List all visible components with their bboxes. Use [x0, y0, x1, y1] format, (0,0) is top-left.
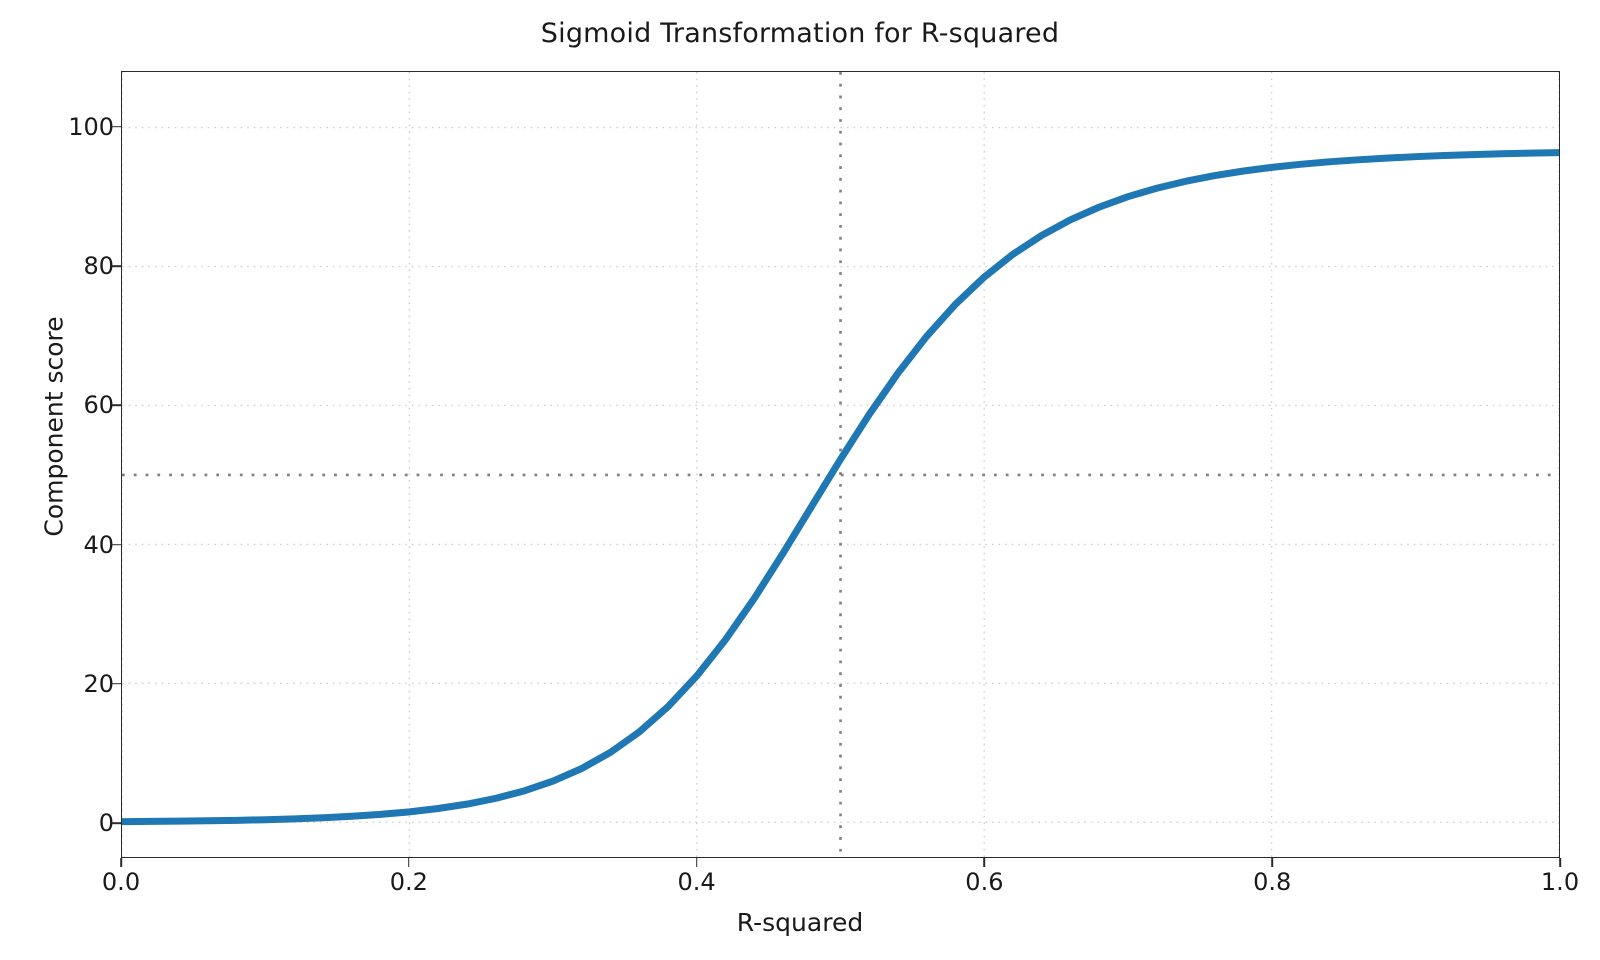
y-tick-label: 0 [98, 809, 114, 838]
y-tick-label: 20 [83, 669, 114, 698]
x-tick-label: 0.2 [389, 868, 428, 896]
x-axis-label: R-squared [736, 908, 864, 937]
x-tick-label: 0.4 [677, 868, 716, 896]
y-tick-label: 80 [83, 252, 114, 280]
plot-area [121, 71, 1560, 858]
y-axis-label: Component score [39, 316, 69, 537]
data-series-layer [122, 153, 1559, 822]
x-tick-mark [1271, 858, 1273, 867]
x-tick-label: 0.0 [101, 868, 141, 896]
x-tick-mark [983, 858, 986, 867]
y-tick-label: 40 [83, 530, 114, 559]
y-tick-mark [112, 404, 121, 407]
x-tick-mark [408, 858, 410, 867]
y-tick-mark [112, 265, 121, 267]
x-tick-mark [695, 858, 698, 867]
y-tick-mark [112, 543, 121, 546]
x-tick-mark [120, 858, 122, 867]
y-tick-mark [112, 822, 121, 824]
x-tick-mark [1559, 858, 1561, 867]
x-tick-label: 0.6 [965, 868, 1004, 896]
y-tick-label: 60 [83, 391, 114, 420]
x-tick-label: 0.8 [1253, 868, 1292, 896]
y-tick-label: 100 [68, 112, 114, 141]
chart-title: Sigmoid Transformation for R-squared [540, 18, 1060, 49]
series-line-sigmoid [122, 153, 1559, 822]
plot-svg [122, 72, 1559, 857]
x-tick-label: 1.0 [1540, 868, 1580, 896]
y-tick-mark [112, 683, 121, 685]
reference-lines [122, 72, 1559, 857]
y-tick-mark [112, 125, 121, 128]
